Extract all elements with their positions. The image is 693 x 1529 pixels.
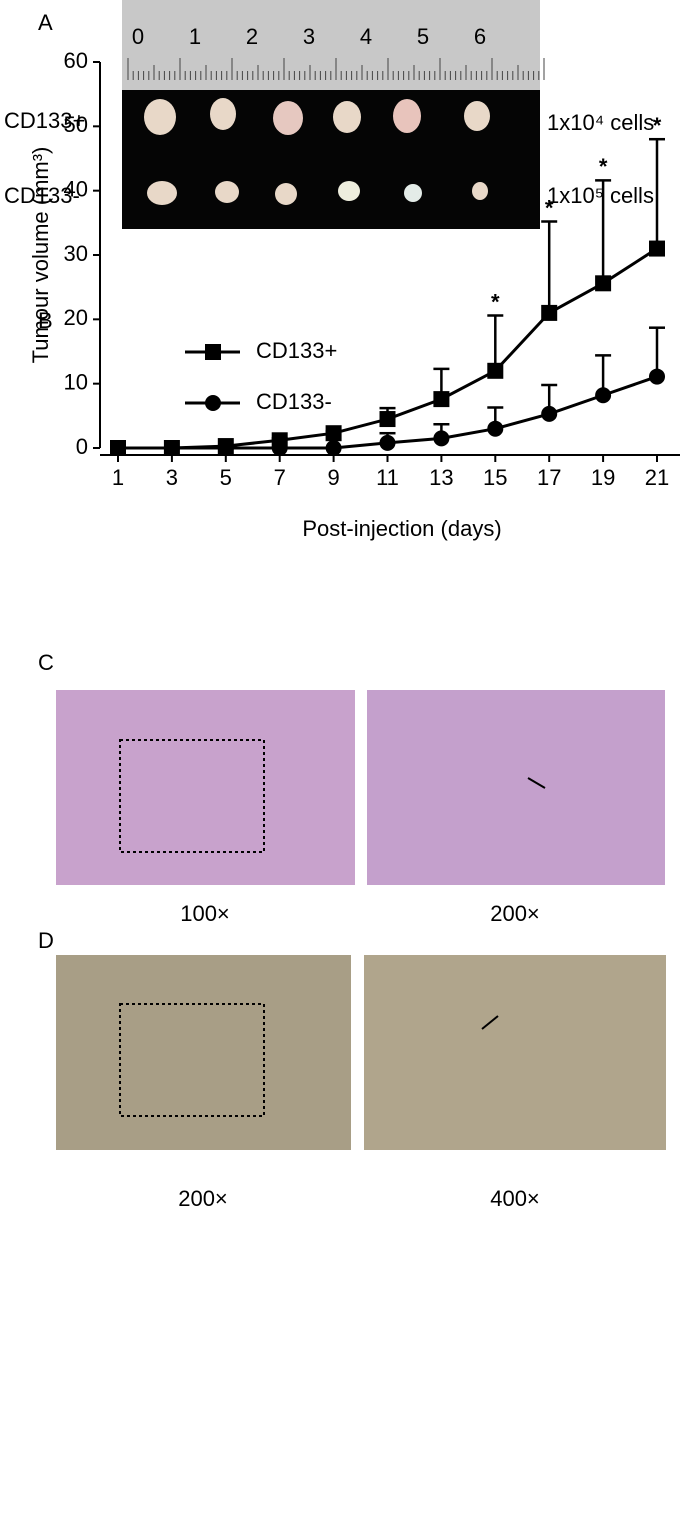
marker (541, 304, 558, 321)
marker (379, 411, 396, 428)
histology-image (367, 690, 665, 885)
y-tick-label: 30 (64, 241, 88, 266)
histology-image (56, 690, 355, 885)
x-tick-label: 9 (327, 465, 339, 490)
caption: 200× (178, 1186, 228, 1211)
arrow (527, 777, 546, 789)
marker (487, 362, 504, 379)
legend-label: CD133+ (256, 338, 337, 363)
legend-label: CD133- (256, 389, 332, 414)
marker (379, 434, 396, 451)
marker (271, 440, 288, 456)
tumours (144, 98, 490, 205)
y-tick-label: 0 (76, 434, 88, 459)
marker (217, 440, 234, 456)
x-tick-label: 15 (483, 465, 507, 490)
x-tick-label: 3 (166, 465, 178, 490)
significance-marker: * (653, 113, 662, 138)
marker (325, 440, 342, 456)
caption: 100× (180, 901, 230, 926)
marker (325, 425, 342, 442)
x-tick-label: 17 (537, 465, 561, 490)
x-tick-label: 5 (220, 465, 232, 490)
y-tick-label: 50 (64, 112, 88, 137)
cell-label: 1x10⁴ cells (547, 110, 654, 135)
panel-label: B (38, 308, 53, 333)
y-tick-label: 40 (64, 176, 88, 201)
panel-label: C (38, 650, 54, 675)
legend-marker (205, 395, 221, 411)
x-axis-label: Post-injection (days) (302, 516, 501, 541)
marker (649, 368, 665, 385)
ruler-number: 4 (360, 24, 372, 49)
x-tick-label: 1 (112, 465, 124, 490)
ruler-number: 5 (417, 24, 429, 49)
marker (595, 387, 612, 404)
y-tick-label: 60 (64, 48, 88, 73)
histology-image (364, 955, 666, 1150)
error-bar (487, 314, 504, 371)
marker (163, 440, 180, 456)
x-tick-label: 19 (591, 465, 615, 490)
x-tick-label: 21 (645, 465, 669, 490)
caption: 400× (490, 1186, 540, 1211)
panel-label: A (38, 10, 53, 35)
ruler-number: 3 (303, 24, 315, 49)
y-tick-label: 10 (64, 369, 88, 394)
error-bar (541, 220, 558, 313)
error-bar (649, 137, 665, 249)
significance-marker: * (491, 289, 500, 314)
marker (433, 391, 450, 408)
marker (595, 275, 612, 292)
ruler-number: 0 (132, 24, 144, 49)
ruler-number: 6 (474, 24, 486, 49)
row-label: CD133- (4, 183, 80, 208)
cell-label: 1x10⁵ cells (547, 183, 654, 208)
ruler-number: 1 (189, 24, 201, 49)
error-bar (595, 179, 612, 284)
marker (433, 430, 450, 447)
x-tick-label: 11 (376, 465, 399, 490)
x-tick-label: 7 (274, 465, 286, 490)
caption: 200× (490, 901, 540, 926)
marker (110, 440, 126, 456)
ruler-number: 2 (246, 24, 258, 49)
histology-image (56, 955, 351, 1150)
panel-label: D (38, 928, 54, 953)
y-tick-label: 20 (64, 305, 88, 330)
marker (649, 240, 665, 257)
zoom-box (119, 739, 265, 853)
zoom-box (119, 1003, 265, 1117)
legend-marker (205, 344, 221, 360)
significance-marker: * (599, 154, 608, 179)
marker (541, 405, 558, 422)
marker (487, 420, 504, 437)
arrow (481, 1015, 499, 1030)
y-axis-label: Tumour volume (mm³) (28, 147, 53, 364)
x-tick-label: 13 (429, 465, 453, 490)
ruler-ticks: 0 1 2 3 4 5 6 (127, 24, 545, 80)
row-label: CD133+ (4, 108, 85, 133)
significance-marker: * (545, 195, 554, 220)
error-bar (649, 326, 665, 377)
